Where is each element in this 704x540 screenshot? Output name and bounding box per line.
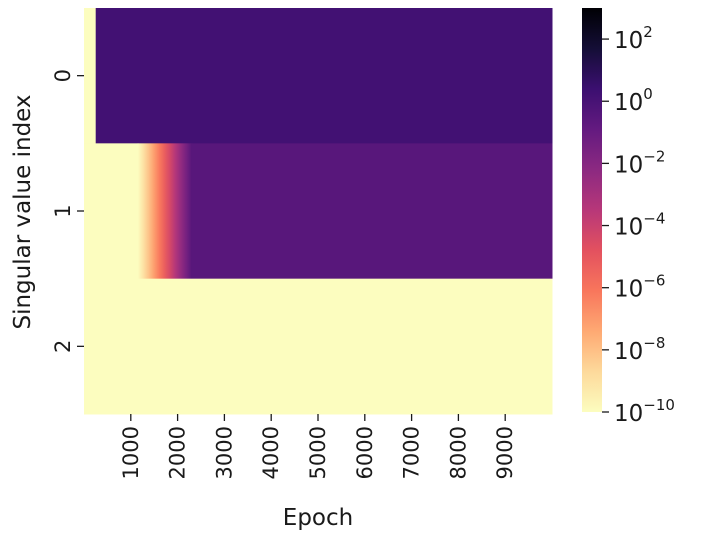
colorbar-tick-label: 10−6: [614, 272, 665, 303]
colorbar-tick-label: 100: [614, 85, 653, 116]
heatmap-cell-row2-seg0: [84, 278, 553, 415]
heatmap-cell-row0-seg1: [95, 8, 553, 144]
colorbar-tick-label: 10−2: [614, 147, 665, 178]
x-tick-label: 2000: [166, 426, 190, 479]
x-axis-label: Epoch: [283, 505, 353, 531]
colorbar-tick-label: 10−8: [614, 334, 665, 365]
colorbar: [582, 8, 602, 412]
heatmap-cell-row1-seg1: [137, 143, 193, 280]
y-tick-label: 0: [51, 69, 75, 82]
colorbar-tick-label: 10−10: [614, 396, 675, 427]
y-tick-label: 1: [51, 204, 75, 217]
colorbar-ticks: 102 100 10−2 10−4 10−6 10−8 10−10: [602, 23, 675, 427]
x-tick-label: 4000: [259, 426, 283, 479]
heatmap-cell-row0-seg0: [84, 8, 97, 144]
x-tick-label: 8000: [446, 426, 470, 479]
colorbar-tick-label: 10−4: [614, 210, 665, 241]
x-tick-label: 9000: [493, 426, 517, 479]
y-axis-ticks: 0 1 2: [51, 69, 84, 353]
x-tick-label: 5000: [306, 426, 330, 479]
heatmap-cells: [84, 8, 553, 415]
x-tick-label: 3000: [212, 426, 236, 479]
x-tick-label: 1000: [119, 426, 143, 479]
colorbar-tick-label: 102: [614, 23, 653, 54]
x-tick-label: 7000: [400, 426, 424, 479]
y-axis-label: Singular value index: [10, 94, 36, 329]
heatmap-cell-row1-seg2: [191, 143, 553, 280]
x-axis-ticks: 1000 2000 3000 4000 5000 6000 7000 8000 9000: [119, 414, 517, 479]
heatmap-cell-row1-seg0: [84, 143, 139, 280]
y-tick-label: 2: [51, 340, 75, 353]
x-tick-label: 6000: [353, 426, 377, 479]
